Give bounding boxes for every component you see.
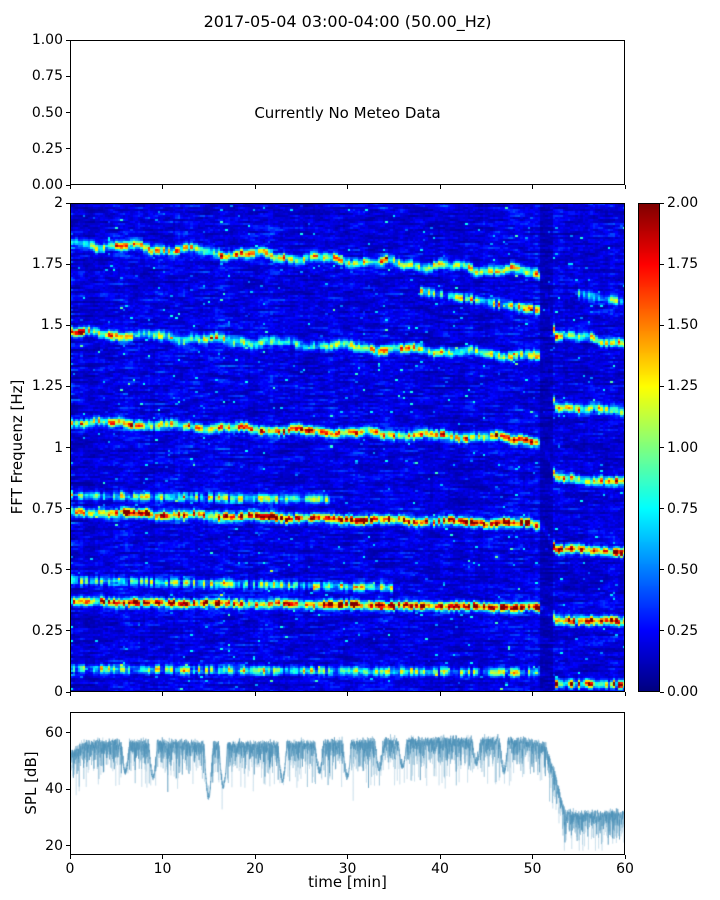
- spl-panel: [70, 712, 625, 855]
- tick-mark: [66, 569, 70, 571]
- tick-label: 1.50: [667, 317, 699, 334]
- tick-label: 0: [65, 861, 75, 877]
- tick-label: 1.25: [31, 378, 63, 395]
- tick-label: 1: [54, 439, 63, 456]
- tick-mark: [660, 508, 664, 510]
- tick-mark: [66, 447, 70, 448]
- tick-mark: [66, 385, 70, 387]
- tick-label: 0.25: [31, 622, 63, 639]
- tick-mark: [439, 185, 441, 189]
- tick-label: 10: [153, 861, 172, 877]
- tick-mark: [624, 692, 626, 696]
- tick-label: 1.5: [40, 317, 63, 334]
- tick-label: 20: [246, 861, 264, 877]
- tick-mark: [532, 185, 533, 189]
- tick-mark: [66, 508, 70, 510]
- tick-mark: [660, 202, 664, 204]
- tick-label: 0.75: [31, 68, 63, 85]
- colorbar-gradient: [638, 203, 660, 692]
- tick-label: 20: [45, 837, 63, 854]
- tick-label: 1.25: [667, 378, 699, 395]
- tick-mark: [660, 569, 664, 571]
- time-xlabel: time [min]: [308, 873, 387, 891]
- tick-label: 2.00: [667, 195, 699, 211]
- tick-mark: [660, 263, 664, 265]
- meteo-panel: Currently No Meteo Data: [70, 40, 625, 185]
- tick-label: 0: [54, 684, 63, 700]
- tick-mark: [347, 692, 348, 696]
- tick-label: 40: [45, 781, 63, 798]
- tick-label: 30: [338, 861, 357, 877]
- tick-mark: [66, 202, 70, 204]
- tick-mark: [439, 855, 441, 859]
- tick-label: 0.50: [31, 104, 63, 121]
- tick-mark: [162, 692, 163, 696]
- tick-mark: [66, 732, 70, 734]
- tick-mark: [254, 692, 256, 696]
- tick-mark: [162, 185, 163, 189]
- tick-mark: [66, 75, 70, 77]
- tick-label: 0.5: [40, 561, 63, 578]
- tick-label: 1.75: [667, 256, 699, 273]
- tick-mark: [69, 692, 71, 696]
- tick-label: 60: [45, 724, 63, 741]
- tick-mark: [254, 185, 256, 189]
- tick-mark: [660, 630, 664, 632]
- tick-label: 50: [523, 861, 542, 877]
- tick-label: 1.00: [31, 32, 63, 48]
- tick-mark: [66, 788, 70, 790]
- colorbar: [638, 203, 660, 692]
- tick-label: 40: [431, 861, 449, 877]
- tick-mark: [532, 692, 533, 696]
- tick-mark: [66, 112, 70, 113]
- tick-mark: [660, 691, 664, 693]
- tick-mark: [624, 185, 626, 189]
- spectrogram-heatmap: [70, 203, 625, 692]
- tick-mark: [69, 855, 71, 859]
- spl-ylabel: SPL [dB]: [22, 751, 40, 815]
- tick-mark: [532, 855, 533, 859]
- tick-mark: [660, 447, 664, 448]
- tick-mark: [66, 845, 70, 847]
- tick-label: 0.50: [667, 561, 699, 578]
- spectrogram-panel: [70, 203, 625, 692]
- tick-mark: [66, 630, 70, 632]
- fft-frequency-ylabel: FFT Frequenz [Hz]: [8, 379, 26, 515]
- tick-mark: [66, 691, 70, 693]
- tick-label: 0.00: [667, 684, 699, 700]
- tick-label: 1.75: [31, 256, 63, 273]
- tick-label: 2: [54, 195, 63, 211]
- tick-label: 0.00: [31, 177, 63, 193]
- tick-mark: [624, 855, 626, 859]
- tick-mark: [660, 385, 664, 387]
- tick-mark: [66, 324, 70, 326]
- tick-mark: [439, 692, 441, 696]
- tick-label: 0.25: [667, 622, 699, 639]
- tick-label: 0.75: [667, 500, 699, 517]
- tick-mark: [254, 855, 256, 859]
- tick-mark: [660, 324, 664, 326]
- tick-mark: [69, 185, 71, 189]
- tick-mark: [162, 855, 163, 859]
- tick-mark: [347, 185, 348, 189]
- tick-mark: [66, 39, 70, 41]
- figure-title: 2017-05-04 03:00-04:00 (50.00_Hz): [203, 12, 492, 31]
- tick-label: 60: [616, 861, 634, 877]
- tick-mark: [66, 263, 70, 265]
- tick-mark: [66, 148, 70, 150]
- no-meteo-annotation: Currently No Meteo Data: [254, 103, 441, 122]
- tick-label: 1.00: [667, 439, 699, 456]
- tick-label: 0.75: [31, 500, 63, 517]
- tick-mark: [347, 855, 348, 859]
- tick-mark: [66, 184, 70, 186]
- spl-line-chart: [70, 712, 625, 855]
- tick-label: 0.25: [31, 140, 63, 157]
